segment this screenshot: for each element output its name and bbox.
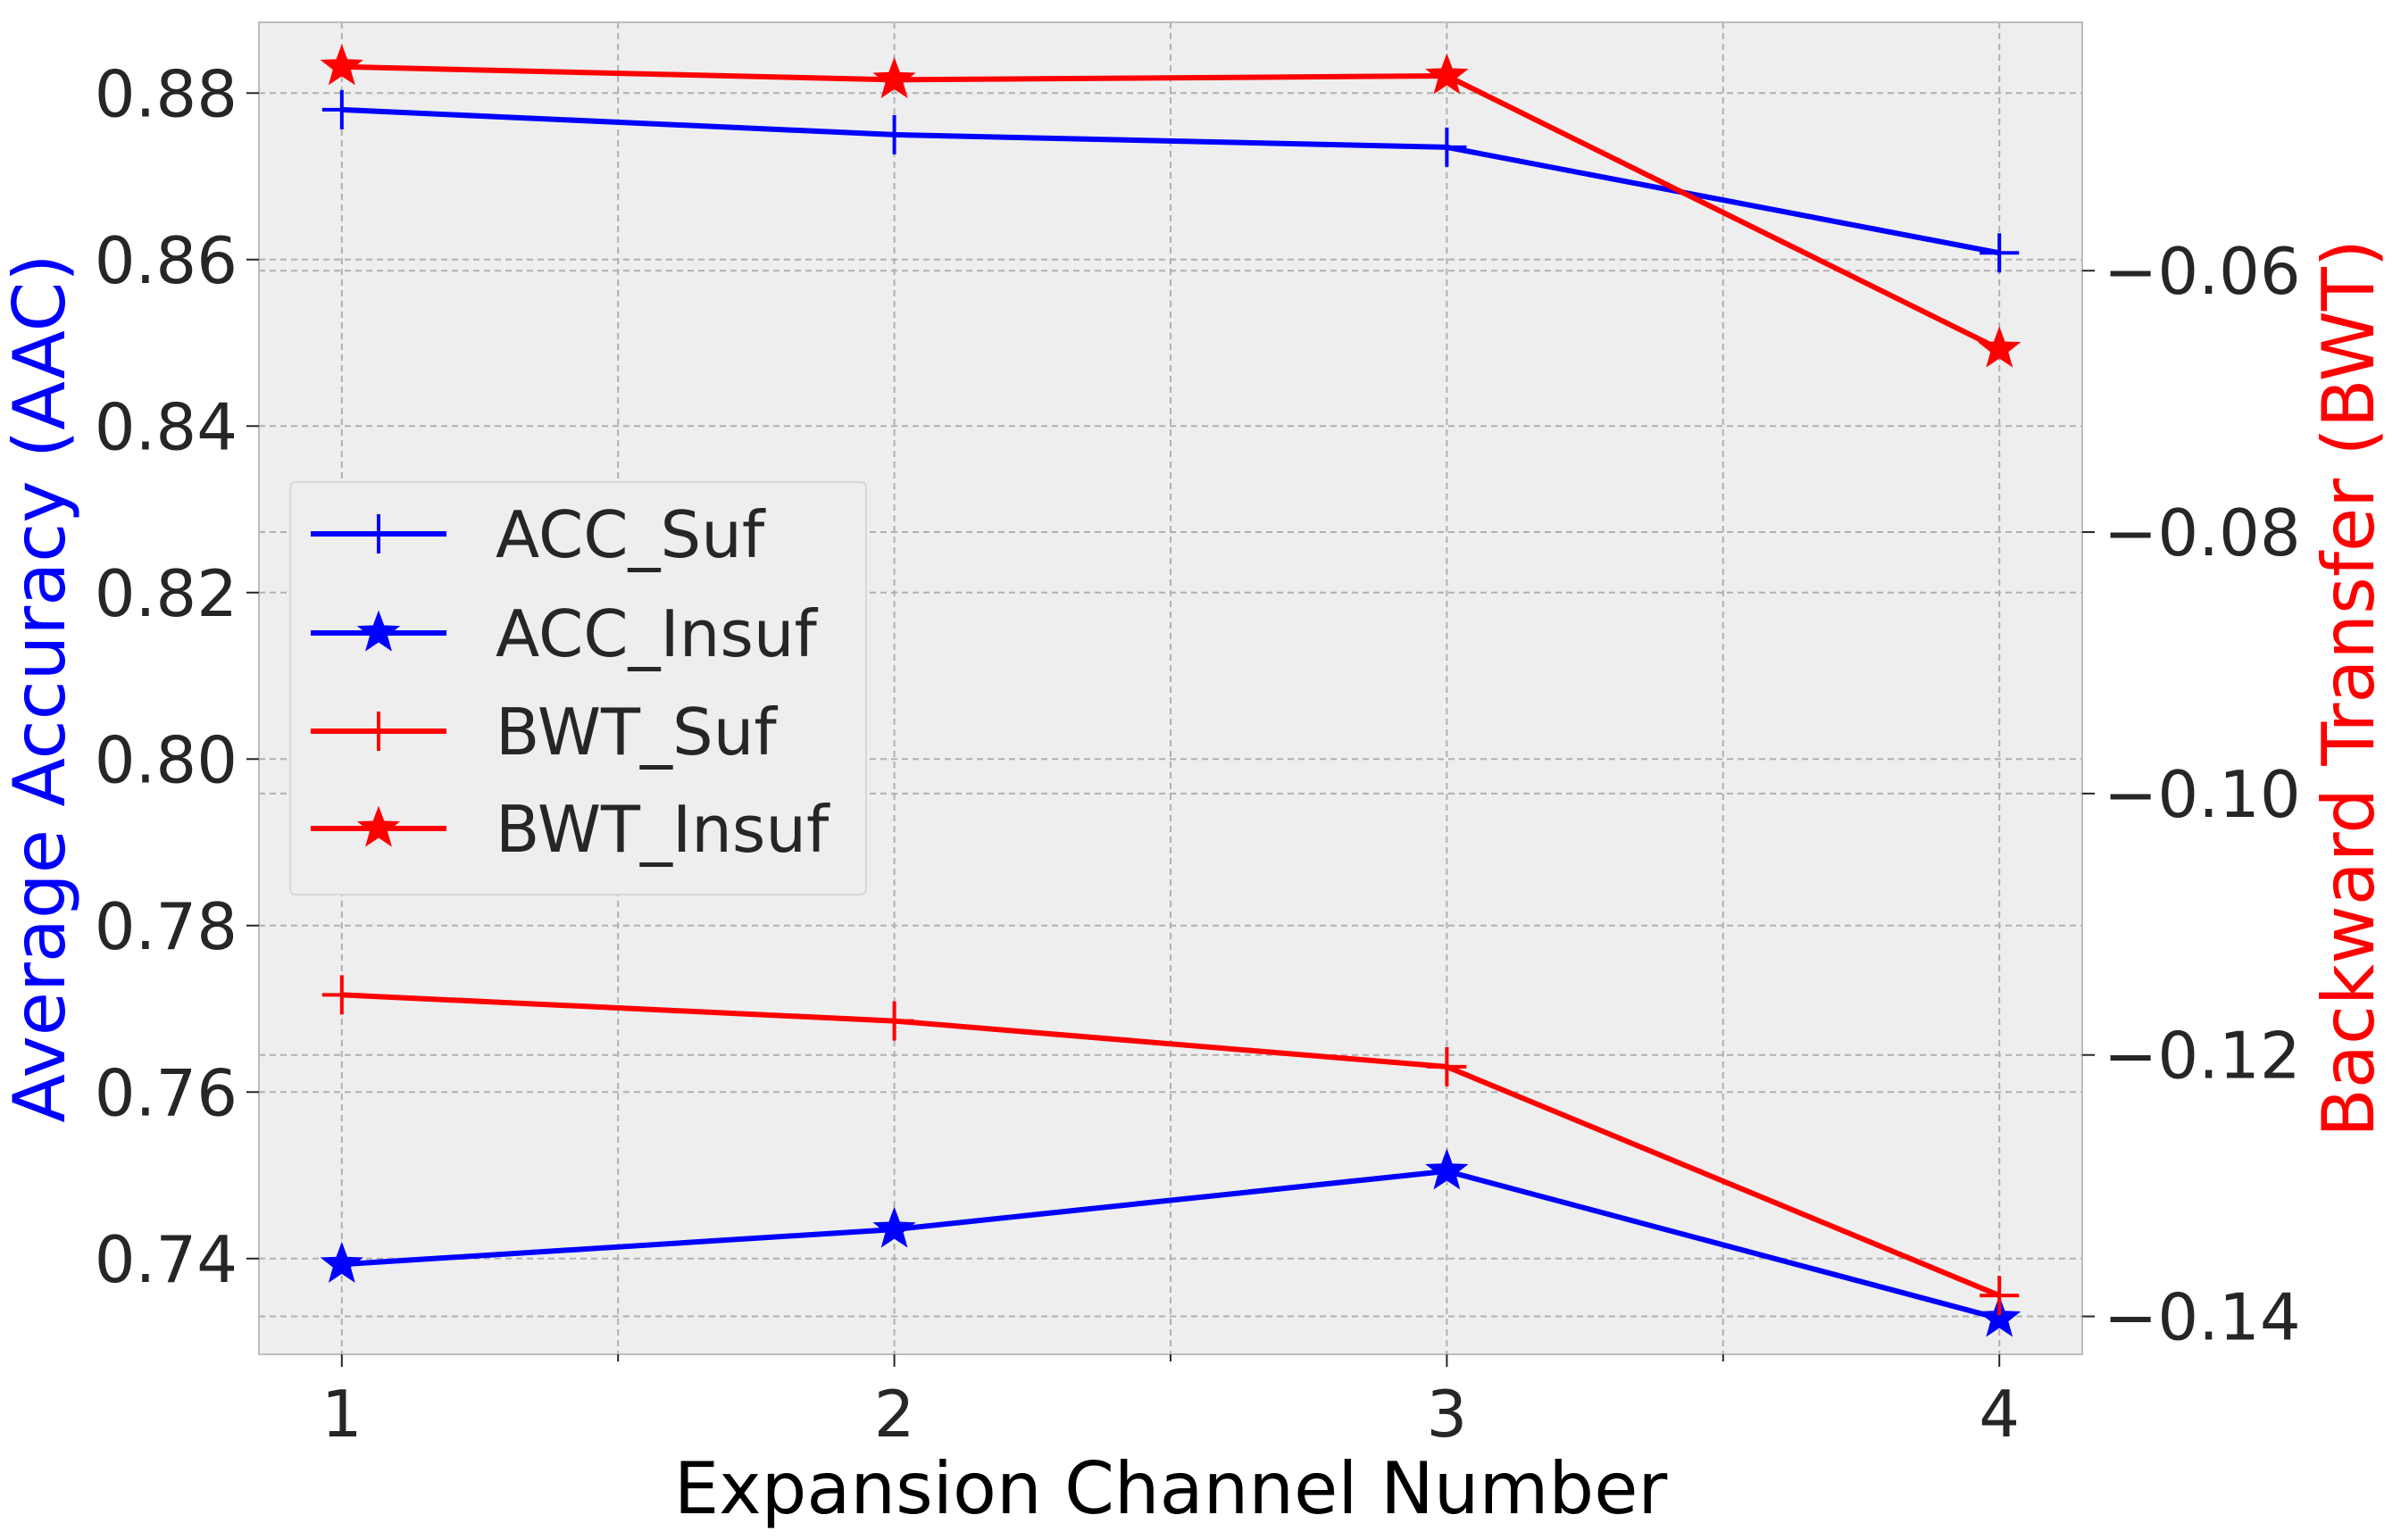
- data-point: [874, 1001, 914, 1041]
- legend-label: BWT_Suf: [496, 695, 778, 770]
- data-point: [1427, 127, 1467, 167]
- ticks: 1 2 3 4 0.74 0.76 0.78 0.80 0.82 0.84 0.86 0.88 −0.0…: [95, 56, 2301, 1452]
- series-bwt-insuf: [320, 44, 2022, 368]
- data-point: [874, 114, 914, 154]
- series-bwt-suf: [321, 975, 2020, 1316]
- legend-entry: BWT_Insuf: [311, 792, 830, 867]
- right-tick-label: −0.08: [2104, 495, 2301, 570]
- left-tick-label: 0.78: [95, 889, 238, 964]
- left-tick-label: 0.84: [95, 389, 238, 464]
- left-tick-label: 0.86: [95, 223, 238, 298]
- legend-entry: ACC_Insuf: [311, 596, 819, 671]
- data-point: [1978, 1295, 2022, 1337]
- x-tick-label: 1: [321, 1377, 363, 1452]
- data-point: [1980, 233, 2020, 273]
- left-tick-label: 0.80: [95, 722, 238, 797]
- data-point: [1427, 1046, 1467, 1086]
- data-point: [872, 1206, 916, 1248]
- x-tick-label: 3: [1426, 1377, 1467, 1452]
- legend-label: BWT_Insuf: [496, 792, 830, 867]
- data-point: [872, 56, 916, 98]
- legend-marker: [359, 712, 398, 751]
- data-point: [1425, 53, 1469, 95]
- data-point: [1980, 1276, 2020, 1316]
- legend-marker: [356, 805, 401, 847]
- legend-label: ACC_Suf: [496, 497, 766, 572]
- right-tick-label: −0.14: [2104, 1280, 2301, 1355]
- series-acc-insuf: [320, 1148, 2022, 1337]
- left-tick-label: 0.76: [95, 1055, 238, 1130]
- grid: [259, 22, 2082, 1354]
- data-point: [320, 44, 363, 86]
- legend-marker: [359, 514, 398, 554]
- left-y-axis-title: Average Accuracy (AAC): [0, 254, 81, 1122]
- right-tick-label: −0.10: [2104, 757, 2301, 832]
- right-y-axis-title: Backward Transfer (BWT): [2307, 239, 2390, 1137]
- series-line: [341, 1168, 2000, 1321]
- data-point: [321, 975, 362, 1015]
- right-tick-label: −0.06: [2104, 234, 2301, 309]
- series-line: [341, 106, 2000, 256]
- right-tick-label: −0.12: [2104, 1019, 2301, 1094]
- legend-marker: [356, 610, 401, 652]
- data-point: [320, 1241, 363, 1283]
- data-point: [321, 89, 362, 129]
- data-point: [1425, 1148, 1469, 1190]
- legend-label: ACC_Insuf: [496, 596, 819, 671]
- legend-entry: BWT_Suf: [311, 695, 778, 770]
- data-point: [1978, 326, 2022, 368]
- series: [320, 44, 2022, 1337]
- legend-box: [289, 481, 867, 895]
- x-tick-label: 4: [1979, 1377, 2020, 1452]
- left-tick-label: 0.82: [95, 556, 238, 631]
- series-acc-suf: [321, 89, 2020, 273]
- x-axis-title: Expansion Channel Number: [674, 1447, 1668, 1530]
- legend-entry: ACC_Suf: [311, 497, 766, 572]
- left-tick-label: 0.74: [95, 1222, 238, 1297]
- left-tick-label: 0.88: [95, 56, 238, 131]
- series-line: [341, 63, 2001, 352]
- x-tick-label: 2: [874, 1377, 915, 1452]
- legend: ACC_Suf ACC_Insuf BWT_Suf BWT_Insuf: [289, 481, 867, 895]
- series-line: [341, 992, 2001, 1298]
